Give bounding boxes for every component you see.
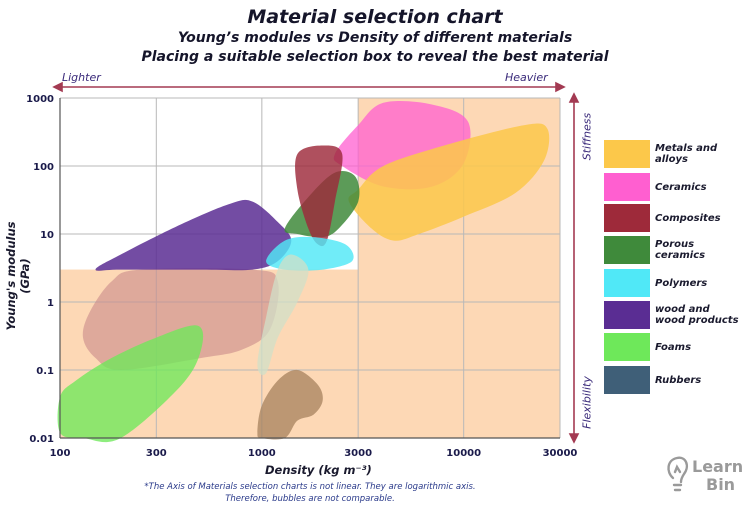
x-axis-label: Density (kg m⁻³) — [265, 463, 372, 477]
legend-label-text: Foams — [655, 341, 692, 353]
legend-item-porous-ceramics: Porous ceramics — [604, 236, 744, 266]
legend-label: Rubbers — [655, 366, 745, 394]
lightbulb-icon: Learn Bin — [667, 456, 743, 494]
legend-item-ceramics: Ceramics — [604, 173, 744, 203]
legend-label: Composites — [655, 204, 745, 232]
x-tick-label-5: 30000 — [543, 448, 578, 459]
legend-label-text: Metals and alloys — [655, 143, 718, 165]
y-tick-label-4: 0.1 — [36, 366, 54, 377]
legend-label-text: wood and wood products — [655, 304, 739, 326]
legend-label-text: Porous ceramics — [655, 239, 706, 261]
legend-label: Porous ceramics — [655, 236, 745, 264]
legend-item-metals-and-alloys: Metals and alloys — [604, 140, 744, 170]
legend-label: Polymers — [655, 269, 745, 297]
legend-label: wood and wood products — [655, 301, 745, 329]
y-tick-label-5: 0.01 — [29, 434, 54, 445]
legend-label: Metals and alloys — [655, 140, 745, 168]
legend-swatch — [604, 204, 650, 232]
legend-swatch — [604, 269, 650, 297]
region-wood-and-wood-products — [95, 199, 292, 271]
legend-swatch — [604, 173, 650, 201]
legend-item-composites: Composites — [604, 204, 744, 234]
region-metals-and-alloys — [348, 123, 550, 241]
x-tick-label-1: 300 — [146, 448, 167, 459]
legend-label-text: Ceramics — [655, 181, 707, 193]
region-polymer-tail — [257, 254, 309, 376]
y-tick-label-1: 100 — [33, 162, 54, 173]
region-rubbers — [257, 369, 323, 440]
y-tick-label-2: 10 — [40, 230, 54, 241]
heavier-label: Heavier — [505, 71, 548, 84]
legend-item-rubbers: Rubbers — [604, 366, 744, 396]
x-tick-label-0: 100 — [50, 448, 71, 459]
legend-swatch — [604, 301, 650, 329]
y-axis-label: Young's modulus (GPa) — [4, 221, 32, 331]
chart-title: Material selection chart — [247, 6, 503, 28]
x-tick-label-3: 3000 — [344, 448, 372, 459]
chart-subtitle-1: Young’s modules vs Density of different … — [177, 30, 573, 46]
logo-bin-text: Bin — [706, 475, 735, 494]
x-tick-label-2: 1000 — [248, 448, 276, 459]
legend-item-wood-and-wood-products: wood and wood products — [604, 301, 744, 331]
legend-label: Foams — [655, 333, 745, 361]
legend-label-text: Composites — [655, 212, 721, 224]
legend-item-polymers: Polymers — [604, 269, 744, 299]
logo-learn-text: Learn — [692, 457, 743, 476]
chart-subtitle-2: Placing a suitable selection box to reve… — [141, 49, 609, 65]
region-composites — [295, 145, 343, 247]
learnbin-logo: Learn Bin — [664, 452, 744, 500]
lighter-label: Lighter — [62, 71, 101, 84]
y-tick-label-0: 1000 — [26, 94, 54, 105]
legend-swatch — [604, 333, 650, 361]
footnote-line-1: *The Axis of Materials selection charts … — [144, 482, 476, 492]
legend-swatch — [604, 366, 650, 394]
legend-label-text: Polymers — [655, 277, 708, 289]
y-tick-label-3: 1 — [47, 298, 54, 309]
legend-label-text: Rubbers — [655, 374, 702, 386]
x-tick-label-4: 10000 — [446, 448, 481, 459]
legend-swatch — [604, 236, 650, 264]
footnote-line-2: Therefore, bubbles are not comparable. — [225, 494, 395, 504]
region-wood-transverse — [82, 268, 279, 370]
legend-item-foams: Foams — [604, 333, 744, 363]
region-foams — [57, 325, 204, 443]
legend-label: Ceramics — [655, 173, 745, 201]
legend-swatch — [604, 140, 650, 168]
